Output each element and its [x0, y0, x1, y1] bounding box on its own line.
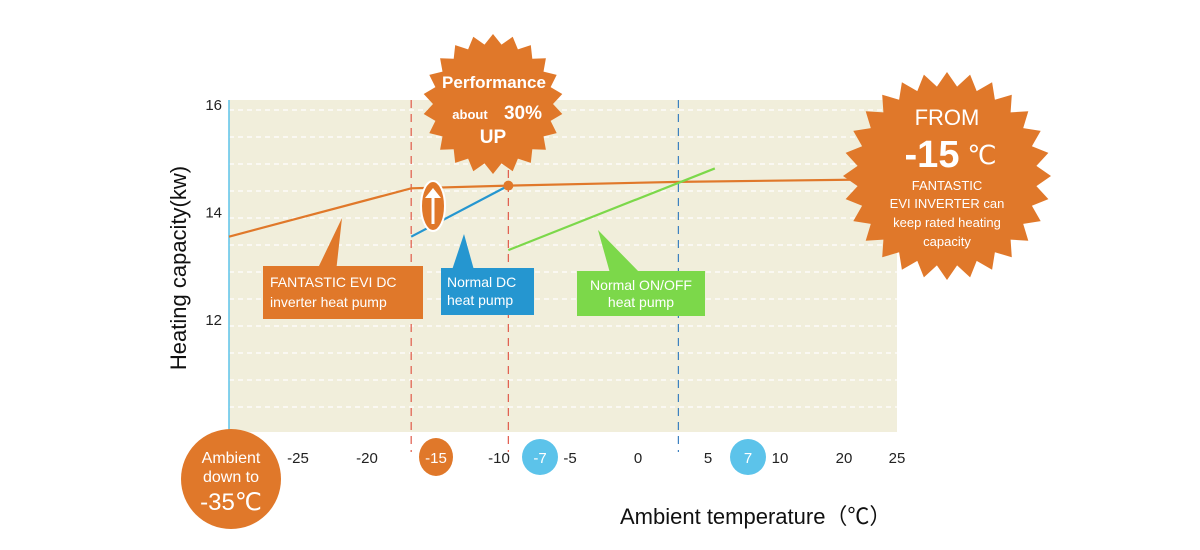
ambient-badge-circle	[181, 429, 281, 529]
arrow-up-icon	[420, 180, 446, 232]
callout-onoff-pointer	[598, 230, 640, 273]
callout-evi-line1: FANTASTIC EVI DC	[270, 274, 397, 290]
from-star-shape	[843, 72, 1051, 280]
performance-line2-value: 30%	[504, 103, 542, 124]
x-tick-label: 5	[704, 450, 712, 467]
x-tick-badge	[419, 438, 453, 476]
ambient-badge: Ambient down to -35℃	[181, 429, 281, 529]
y-tick-label: 12	[205, 312, 222, 329]
x-tick-label: -7	[533, 450, 546, 467]
callout-evi-pointer	[318, 218, 342, 272]
from-line2: -15	[905, 134, 960, 176]
series	[228, 167, 898, 252]
performance-line2-prefix: about	[452, 107, 488, 122]
from-line2-unit: ℃	[967, 140, 996, 170]
performance-star-shape	[423, 34, 563, 174]
callout-dc-line2: heat pump	[447, 292, 513, 308]
callout-normal-onoff: Normal ON/OFF heat pump	[577, 230, 705, 316]
x-tick-badge	[522, 439, 558, 475]
x-tick-label: -25	[287, 450, 309, 467]
y-tick-label: 16	[205, 97, 222, 114]
ambient-line3: -35℃	[200, 489, 262, 516]
y-axis-title: Heating capacity(kw)	[166, 166, 191, 370]
performance-line3: UP	[480, 127, 507, 148]
x-tick-label: 20	[836, 450, 853, 467]
x-tick-label: -10	[488, 450, 510, 467]
callout-dc-line1: Normal DC	[447, 274, 516, 290]
from-starburst: FROM -15 ℃ FANTASTIC EVI INVERTER can ke…	[843, 72, 1051, 280]
callout-evi-box	[263, 266, 423, 319]
y-ticks: 12 14 16	[205, 97, 222, 329]
ambient-line2: down to	[203, 469, 259, 486]
callout-normal-dc: Normal DC heat pump	[441, 234, 534, 315]
x-tick-label: 25	[889, 450, 906, 467]
series-line-2	[507, 167, 716, 252]
x-axis-title: Ambient temperature（℃）	[620, 504, 891, 529]
grid	[228, 100, 897, 432]
from-line6: capacity	[923, 234, 971, 249]
callout-dc-pointer	[452, 234, 474, 270]
y-tick-label: 14	[205, 205, 222, 222]
callout-dc-box	[441, 268, 534, 315]
x-ticks: -25 -20 -15 -10 -7 -5 0 5 7 10 20 25	[287, 438, 905, 476]
performance-starburst: Performance about 30% UP	[423, 34, 563, 174]
from-line4: EVI INVERTER can	[890, 196, 1005, 211]
callout-evi: FANTASTIC EVI DC inverter heat pump	[263, 218, 423, 319]
x-tick-label: -5	[563, 450, 576, 467]
series-point-marker	[503, 180, 514, 191]
ambient-line1: Ambient	[202, 450, 261, 467]
x-tick-label: -20	[356, 450, 378, 467]
x-tick-badge	[730, 439, 766, 475]
x-tick-label: 7	[744, 450, 752, 467]
x-tick-label: -15	[425, 450, 447, 467]
callout-evi-line2: inverter heat pump	[270, 294, 387, 310]
callout-onoff-line1: Normal ON/OFF	[590, 277, 692, 293]
x-tick-label: 0	[634, 450, 642, 467]
callout-onoff-box	[577, 271, 705, 316]
callout-onoff-line2: heat pump	[608, 294, 674, 310]
from-line1: FROM	[915, 105, 980, 130]
x-tick-label: 10	[772, 450, 789, 467]
from-line3: FANTASTIC	[912, 178, 983, 193]
performance-line1: Performance	[442, 73, 546, 92]
from-line5: keep rated heating	[893, 215, 1001, 230]
